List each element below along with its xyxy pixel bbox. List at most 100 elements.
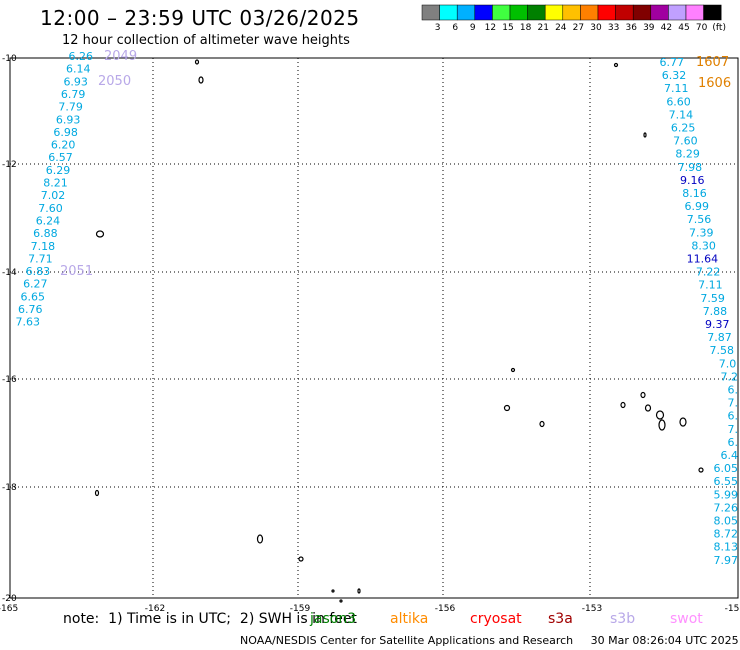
wave-height-value: 8.72 (714, 528, 739, 541)
wave-height-value: 6.25 (671, 122, 696, 135)
x-tick-label: -15 (725, 604, 740, 614)
island-outlines (94, 59, 704, 603)
wave-height-value: 6.79 (61, 88, 86, 101)
x-tick-label: -162 (145, 604, 165, 614)
wave-height-value: 7.02 (41, 189, 66, 202)
island (256, 534, 264, 544)
wave-height-value: 6.76 (18, 303, 43, 316)
y-tick-label: -10 (2, 54, 17, 64)
wave-height-value: 7.11 (698, 279, 723, 292)
wave-height-value: 7.26 (714, 501, 739, 514)
island (503, 404, 511, 412)
colorbar-label: 12 (485, 23, 496, 33)
satellite-label-s3b: s3b (610, 611, 636, 627)
colorbar-label: 9 (470, 23, 476, 33)
wave-height-value: 8.29 (675, 148, 700, 161)
wave-height-value: 6.65 (21, 290, 46, 303)
wave-height-value: 7.14 (669, 108, 694, 121)
colorbar-swatch (527, 4, 546, 21)
timestamp: 30 Mar 08:26:04 UTC 2025 (590, 634, 739, 647)
colorbar-swatch (703, 4, 722, 21)
wave-height-value: 6. (728, 384, 739, 397)
island (198, 76, 204, 84)
wave-height-value: 6.57 (48, 151, 73, 164)
island (298, 556, 304, 562)
wave-height-value: 8.05 (714, 515, 739, 528)
colorbar-swatch (597, 4, 616, 21)
wave-height-value: 6.32 (662, 69, 687, 82)
pass-number-label: 2051 (60, 264, 93, 279)
satellite-label-swot: swot (670, 611, 703, 627)
colorbar-swatch (456, 4, 476, 21)
wave-height-value: 7.2 (721, 370, 739, 383)
y-tick-label: -18 (2, 483, 17, 493)
wave-height-value: 7.39 (689, 226, 714, 239)
wave-height-value: 8.21 (43, 177, 68, 190)
colorbar-swatch (685, 4, 704, 21)
island (194, 59, 200, 65)
wave-height-value: 6.77 (660, 56, 685, 69)
wave-height-value: 6.14 (66, 63, 91, 76)
colorbar-swatch (492, 4, 511, 21)
graticule (10, 58, 738, 598)
units-note: note: 1) Time is in UTC; 2) SWH is in fe… (63, 611, 357, 627)
satellite-label-altika: altika (390, 611, 429, 627)
colorbar-label: 70 (696, 23, 708, 33)
wave-height-value: 7.58 (710, 344, 735, 357)
colorbar-label: 6 (452, 23, 458, 33)
colorbar-swatch (544, 4, 564, 21)
satellite-label-s3a: s3a (548, 611, 573, 627)
plot-frame (9, 57, 739, 599)
wave-height-value: 7.97 (714, 554, 739, 567)
island (339, 599, 343, 603)
colorbar-label: 45 (678, 23, 689, 33)
island (644, 404, 652, 412)
pass-number-label: 1606 (698, 76, 731, 91)
x-tick-label: -153 (582, 604, 602, 614)
island (510, 367, 516, 373)
pass-number-label: 2049 (104, 49, 137, 64)
colorbar-swatch (632, 4, 652, 21)
island (658, 419, 666, 431)
colorbar-swatch (615, 4, 634, 21)
page-subtitle: 12 hour collection of altimeter wave hei… (62, 33, 350, 48)
x-tick-label: -165 (0, 604, 18, 614)
colorbar-label: 33 (608, 23, 619, 33)
wave-height-value: 7.56 (687, 213, 712, 226)
wave-height-value: 7.0 (719, 357, 737, 370)
colorbar-label: 24 (555, 23, 567, 33)
y-tick-label: -20 (2, 594, 17, 604)
wave-height-value: 6. (728, 410, 739, 423)
wave-height-value: 6.93 (63, 75, 88, 88)
island (620, 401, 626, 409)
wave-height-value: 6.24 (36, 214, 61, 227)
colorbar-label: 42 (661, 23, 672, 33)
wave-height-value: 6.27 (23, 278, 48, 291)
y-tick-label: -12 (2, 160, 17, 170)
credit-text: NOAA/NESDIS Center for Satellite Applica… (240, 634, 574, 647)
pass-number-label: 2050 (98, 74, 131, 89)
colorbar-label: 39 (643, 23, 655, 33)
x-tick-label: -159 (290, 604, 311, 614)
wave-height-value: 7.79 (58, 101, 83, 114)
wave-height-value: 7.59 (700, 292, 725, 305)
island (94, 489, 100, 497)
wave-height-value: 6.99 (685, 200, 710, 213)
colorbar-swatch (580, 4, 599, 21)
wave-height-value: 6.26 (69, 50, 94, 63)
colorbar-swatch (509, 4, 528, 21)
island (613, 62, 619, 68)
wave-height-value: 6.20 (51, 139, 76, 152)
wave-height-value: 7.22 (696, 266, 721, 279)
wave-height-value: 8.16 (682, 187, 707, 200)
wave-height-value: 6.83 (26, 265, 51, 278)
colorbar-label: 30 (590, 23, 602, 33)
wave-height-value: 7. (728, 397, 739, 410)
island (655, 410, 665, 420)
wave-height-value: 11.64 (687, 253, 719, 266)
wave-height-value: 5.99 (714, 488, 739, 501)
axis-ticks: -165 -162 -159 -156 -153 -15 -10 -12 -14 -16 -18 -2… (0, 54, 739, 614)
colorbar-label: 21 (537, 23, 548, 33)
island (640, 391, 646, 399)
wave-height-value: 8.30 (691, 239, 716, 252)
